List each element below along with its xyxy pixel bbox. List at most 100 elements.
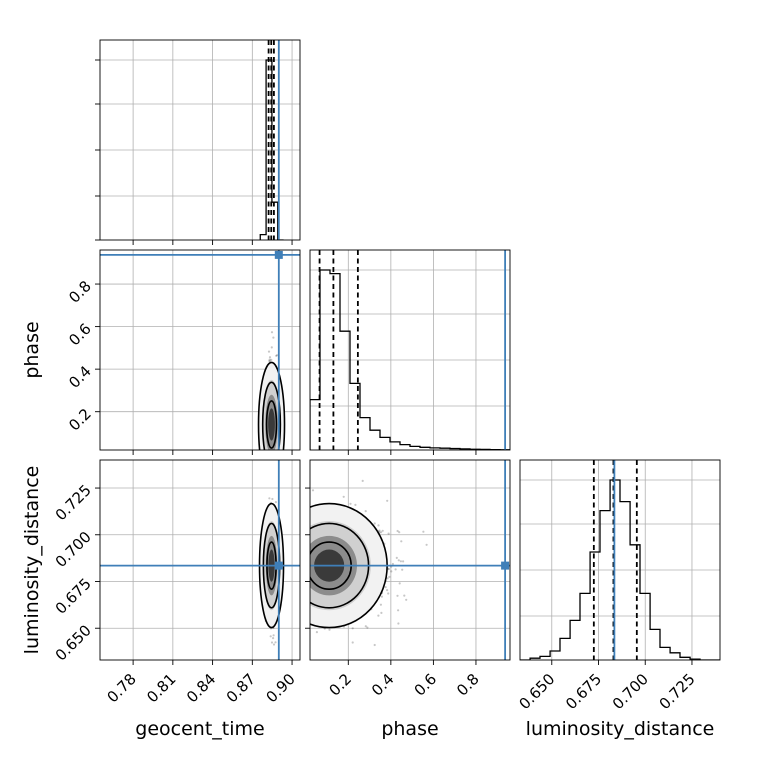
panel-frame-2-1 [309,459,511,661]
y-axis-label-phase: phase [21,321,43,378]
scatter-phase-luminosity-distance-point [388,575,391,579]
x-axis-label-phase: phase [381,718,438,740]
ytick-label-phase-3: 0.8 [65,277,95,307]
xtick-label-geocent_time-4: 0.90 [262,670,298,706]
scatter-phase-luminosity-distance-point [425,543,428,546]
injection-marker-1-0 [274,250,283,259]
scatter-phase-luminosity-distance-point [373,522,376,525]
panel-frame-0-0 [99,39,301,241]
injection-marker-2-0 [274,561,283,570]
scatter-phase-luminosity-distance-point [354,503,357,506]
grid-layer [100,40,720,660]
scatter-geocent-time-phase-point [270,358,273,361]
scatter-phase-luminosity-distance-point [398,531,401,534]
xtick-label-luminosity_distance-2: 0.700 [609,670,652,713]
scatter-geocent-time-luminosity-distance-point [274,641,277,644]
histogram-luminosity_distance [520,479,720,660]
scatter-phase-luminosity-distance-point [396,529,399,533]
ytick-label-luminosity_distance-0: 0.650 [52,621,95,664]
scatter-phase-luminosity-distance-point [422,530,425,533]
ytick-label-luminosity_distance-1: 0.675 [52,575,95,618]
tick-layer: 0.20.40.60.80.78 0.81 0.84 0.87 0.900.6500.6… [52,59,699,713]
x-axis-label-geocent-time: geocent_time [135,718,264,740]
xtick-label-luminosity_distance-0: 0.650 [515,670,558,713]
scatter-phase-luminosity-distance-point [391,562,394,566]
scatter-phase-luminosity-distance-point [386,577,389,580]
ytick-label-phase-1: 0.4 [65,362,95,392]
kde-geocent-time-phase-density-3 [268,408,275,441]
scatter-geocent-time-luminosity-distance-point [272,643,276,646]
scatter-phase-luminosity-distance-point [397,559,400,562]
panel-frame-1-0 [99,249,301,451]
panel-frame-2-0 [99,459,301,661]
scatter-phase-luminosity-distance-point [387,592,390,595]
scatter-phase-luminosity-distance-point [349,502,352,505]
histogram-phase [310,269,510,450]
scatter-geocent-time-phase-point [268,356,272,359]
data-layer [100,40,720,660]
scatter-phase-luminosity-distance-point [386,499,389,502]
scatter-geocent-time-luminosity-distance-point [272,637,275,640]
scatter-geocent-time-luminosity-distance-point [270,641,274,644]
scatter-phase-luminosity-distance-point [377,614,380,617]
scatter-geocent-time-luminosity-distance-point [268,497,271,500]
scatter-phase-luminosity-distance-point [380,611,383,615]
scatter-phase-luminosity-distance-point [403,594,406,597]
scatter-phase-luminosity-distance-point [342,495,345,498]
scatter-phase-luminosity-distance-point [366,626,369,629]
xtick-label-luminosity_distance-1: 0.675 [562,670,605,713]
scatter-phase-luminosity-distance-point [328,628,331,631]
scatter-geocent-time-luminosity-distance-point [271,497,274,501]
x-axis-label-luminosity-distance: luminosity_distance [526,718,715,740]
scatter-phase-luminosity-distance-point [398,582,401,585]
xtick-label-phase-2: 0.6 [411,670,441,700]
scatter-phase-luminosity-distance-point [401,568,404,571]
xtick-label-luminosity_distance-3: 0.725 [656,670,699,713]
scatter-geocent-time-phase-point [268,358,271,361]
scatter-phase-luminosity-distance-point [400,540,403,543]
scatter-geocent-time-phase-point [276,354,279,357]
scatter-geocent-time-luminosity-distance-point [272,634,275,637]
scatter-phase-luminosity-distance-point [351,641,354,644]
frame-layer [99,39,721,661]
scatter-phase-luminosity-distance-point [315,631,318,634]
scatter-phase-luminosity-distance-point [351,627,354,630]
xtick-label-geocent_time-2: 0.84 [183,670,219,706]
scatter-phase-luminosity-distance-point [394,568,397,571]
scatter-phase-luminosity-distance-point [402,560,405,563]
ytick-label-luminosity_distance-2: 0.700 [52,528,95,571]
scatter-phase-luminosity-distance-point [384,586,387,589]
scatter-phase-luminosity-distance-point [395,556,398,560]
xtick-label-geocent_time-0: 0.78 [104,670,140,706]
scatter-geocent-time-phase-point [275,354,278,357]
scatter-phase-luminosity-distance-point [387,568,390,571]
scatter-geocent-time-luminosity-distance-point [274,501,277,504]
xtick-label-phase-1: 0.4 [368,670,398,700]
xtick-label-phase-0: 0.2 [325,670,355,700]
scatter-phase-luminosity-distance-point [380,595,383,598]
scatter-geocent-time-phase-point [270,331,274,334]
scatter-phase-luminosity-distance-point [386,589,389,592]
scatter-phase-luminosity-distance-point [311,489,315,492]
scatter-geocent-time-phase-point [268,359,271,362]
scatter-phase-luminosity-distance-point [387,532,390,535]
scatter-phase-luminosity-distance-point [399,560,402,563]
scatter-phase-luminosity-distance-point [364,625,367,628]
scatter-phase-luminosity-distance-point [364,510,367,513]
scatter-phase-luminosity-distance-point [396,594,399,597]
kde-geocent-time-phase-contour-0 [257,361,286,450]
panel-frame-2-2 [519,459,721,661]
scatter-phase-luminosity-distance-point [377,524,380,527]
ytick-label-luminosity_distance-3: 0.725 [52,481,95,524]
scatter-phase-luminosity-distance-point [379,603,382,606]
scatter-phase-luminosity-distance-point [373,643,376,647]
scatter-phase-luminosity-distance-point [397,609,400,612]
scatter-phase-luminosity-distance-point [378,529,381,532]
xtick-label-geocent_time-1: 0.81 [143,670,179,706]
scatter-phase-luminosity-distance-point [361,479,364,482]
scatter-phase-luminosity-distance-point [405,598,408,601]
xtick-label-geocent_time-3: 0.87 [223,670,259,706]
ytick-label-phase-0: 0.2 [65,405,95,435]
scatter-geocent-time-luminosity-distance-point [269,635,272,638]
scatter-phase-luminosity-distance-point [390,570,393,573]
